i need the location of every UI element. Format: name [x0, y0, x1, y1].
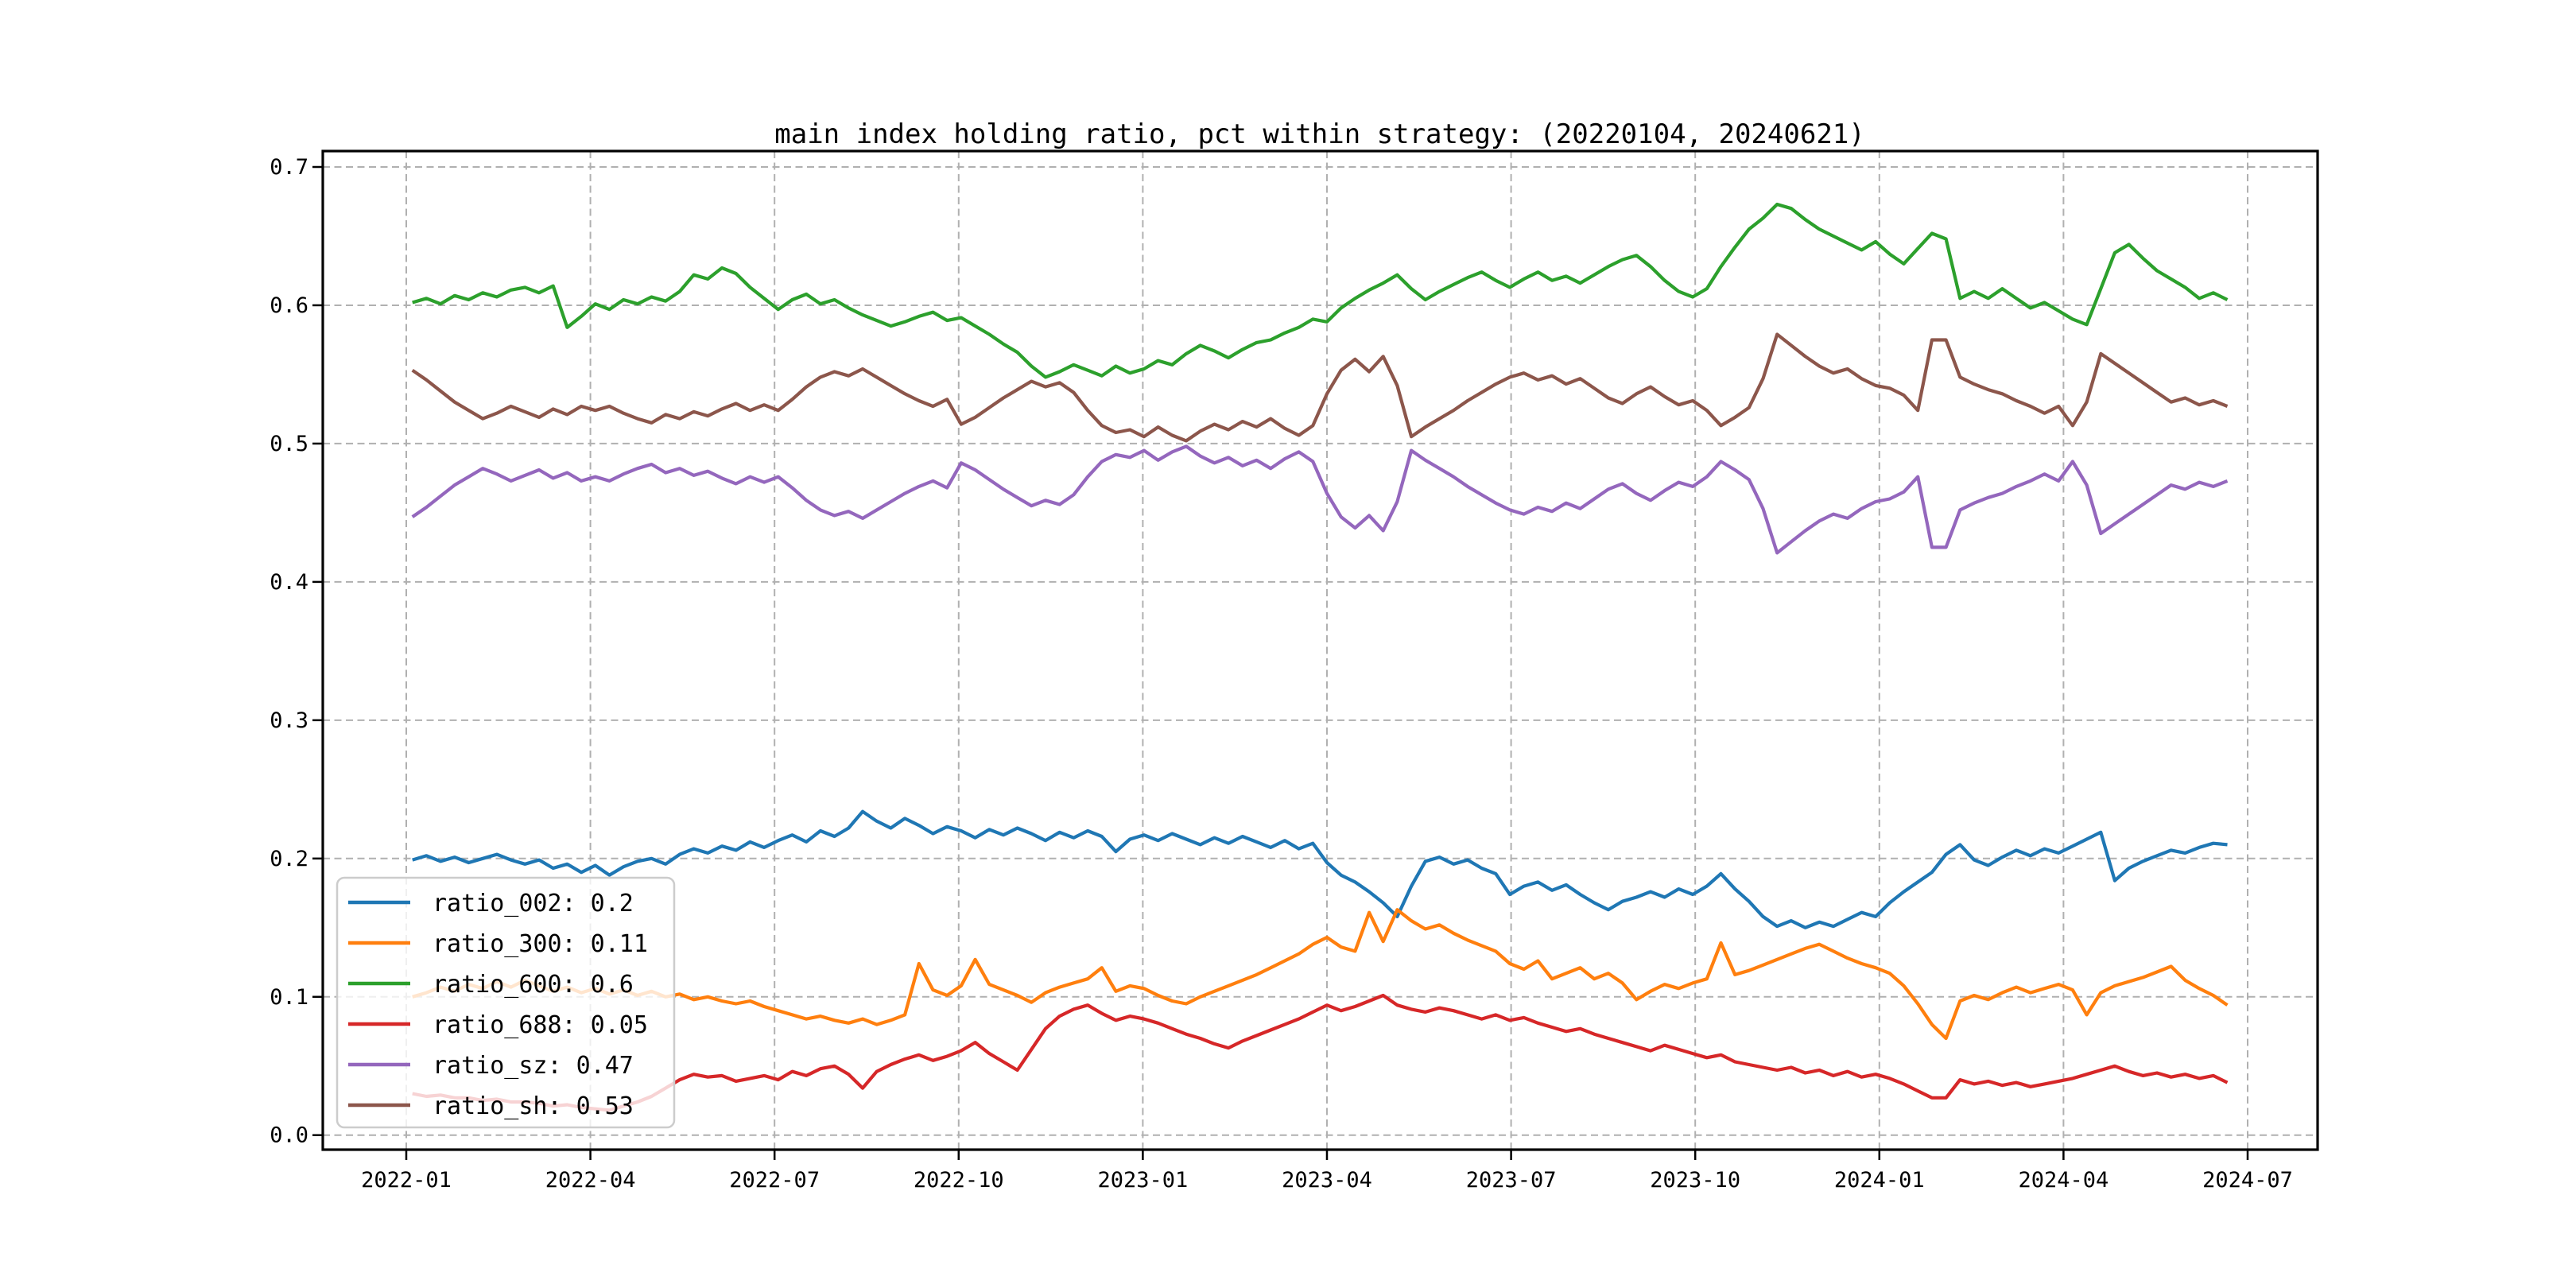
- x-tick-label: 2022-04: [545, 1168, 636, 1193]
- axes-layer: 2022-01 2022-04 2022-07 2022-10 2023-01 2023-…: [270, 149, 2319, 1193]
- x-tick-label: 2022-01: [361, 1168, 452, 1193]
- chart-title: main index holding ratio, pct within str…: [774, 118, 1864, 150]
- series-line-ratio_sh: [411, 332, 2229, 443]
- x-tick-label: 2022-10: [914, 1168, 1004, 1193]
- legend-box: [336, 876, 676, 1129]
- legend-label-ratio_sz: ratio_sz: 0.47: [433, 1052, 634, 1080]
- x-tick-label: 2024-07: [2202, 1168, 2293, 1193]
- series-line-ratio_600: [412, 202, 2229, 379]
- series-line-ratio_300: [412, 908, 2229, 1041]
- legend: ratio_002: 0.2 ratio_300: 0.11 ratio_600: …: [336, 876, 676, 1129]
- plot-border: [321, 149, 2319, 1151]
- x-tick-label: 2024-01: [1834, 1168, 1925, 1193]
- legend-label-ratio_002: ratio_002: 0.2: [433, 890, 634, 918]
- x-tick-label: 2024-04: [2018, 1168, 2109, 1193]
- legend-label-ratio_600: ratio_600: 0.6: [433, 971, 634, 999]
- x-tick-label: 2022-07: [729, 1168, 820, 1193]
- legend-label-ratio_300: ratio_300: 0.11: [433, 930, 648, 958]
- y-tick-label: 0.6: [270, 293, 308, 318]
- legend-label-ratio_sh: ratio_sh: 0.53: [433, 1092, 634, 1120]
- y-tick-label: 0.4: [270, 570, 308, 595]
- series-line-ratio_sz: [411, 444, 2229, 555]
- x-tick-label: 2023-07: [1466, 1168, 1557, 1193]
- y-tick-label: 0.2: [270, 847, 308, 871]
- y-tick-label: 0.5: [270, 432, 308, 456]
- series-line-ratio_002: [412, 809, 2228, 929]
- y-tick-label: 0.1: [270, 985, 308, 1010]
- x-tick-label: 2023-10: [1650, 1168, 1740, 1193]
- series-layer: [411, 202, 2229, 1112]
- grid-layer: [323, 151, 2318, 1150]
- legend-label-ratio_688: ratio_688: 0.05: [433, 1011, 648, 1039]
- y-tick-label: 0.3: [270, 708, 308, 733]
- x-tick-label: 2023-04: [1282, 1168, 1372, 1193]
- x-tick-label: 2023-01: [1097, 1168, 1188, 1193]
- y-tick-label: 0.0: [270, 1123, 308, 1148]
- y-tick-label: 0.7: [270, 155, 308, 180]
- series-line-ratio_688: [412, 993, 2229, 1112]
